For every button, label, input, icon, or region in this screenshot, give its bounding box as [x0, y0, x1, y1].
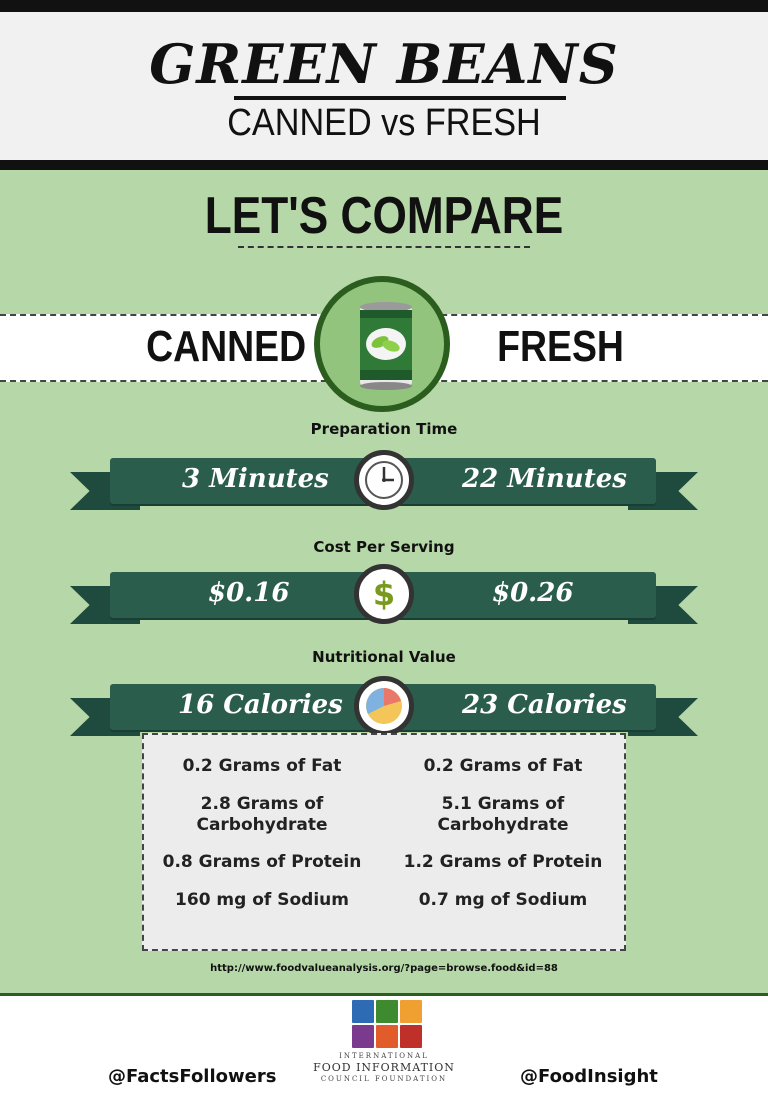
compare-title: LET'S COMPARE: [204, 187, 564, 245]
can-badge: [314, 276, 450, 412]
can-icon: [360, 302, 412, 390]
cost-canned: $0.16: [208, 578, 290, 608]
cart-tile: [352, 1025, 374, 1048]
canned-carbohydrate: 2.8 Grams of Carbohydrate: [196, 794, 328, 835]
calories-fresh: 23 Calories: [462, 690, 627, 720]
handle-food-insight[interactable]: @FoodInsight: [520, 1066, 658, 1087]
handle-facts-followers[interactable]: @FactsFollowers: [108, 1066, 277, 1087]
fresh-fat: 0.2 Grams of Fat: [423, 756, 583, 776]
cost-fresh: $0.26: [492, 578, 574, 608]
fresh-carbohydrate: 5.1 Grams of Carbohydrate: [437, 794, 569, 835]
header: GREEN BEANS CANNED vs FRESH: [0, 12, 768, 162]
utensils-tile: [400, 1025, 422, 1048]
svg-text:$: $: [373, 575, 395, 613]
fresh-protein: 1.2 Grams of Protein: [403, 852, 603, 872]
canned-protein: 0.8 Grams of Protein: [162, 852, 362, 872]
dollar-icon: $: [354, 564, 414, 624]
canned-fat: 0.2 Grams of Fat: [182, 756, 342, 776]
cost-label: Cost Per Serving: [313, 538, 455, 556]
globe-tile: [352, 1000, 374, 1023]
prep-time-ribbon: 3 Minutes 22 Minutes: [0, 450, 768, 518]
footer: [0, 993, 768, 1109]
prep-time-canned: 3 Minutes: [182, 464, 329, 494]
ific-logo: [352, 1000, 422, 1048]
cost-ribbon: $0.16 $0.26 $: [0, 564, 768, 632]
title-underline: [234, 96, 566, 100]
calories-canned: 16 Calories: [178, 690, 343, 720]
compare-divider: [238, 246, 530, 248]
logo-text-international: INTERNATIONAL: [339, 1052, 429, 1060]
bowl-tile: [400, 1000, 422, 1023]
logo-text-council-foundation: COUNCIL FOUNDATION: [320, 1075, 448, 1083]
fresh-sodium: 0.7 mg of Sodium: [418, 890, 588, 910]
logo-text-food-information: FOOD INFORMATION: [313, 1061, 455, 1074]
nutrition-ribbon: 16 Calories 23 Calories: [0, 676, 768, 744]
nutrition-label: Nutritional Value: [312, 648, 456, 666]
prep-time-fresh: 22 Minutes: [462, 464, 627, 494]
leaf-tile: [376, 1000, 398, 1023]
canned-sodium: 160 mg of Sodium: [175, 890, 349, 910]
pie-chart-icon: [354, 676, 414, 736]
page-title: GREEN BEANS: [149, 32, 619, 96]
prep-time-label: Preparation Time: [310, 420, 458, 438]
produce-tile: [376, 1025, 398, 1048]
fresh-label: FRESH: [497, 322, 624, 371]
header-divider: [0, 160, 768, 170]
clock-icon: [354, 450, 414, 510]
page-subtitle: CANNED vs FRESH: [227, 102, 541, 144]
nutrition-details-box: [142, 733, 626, 951]
top-bar: [0, 0, 768, 12]
source-link[interactable]: http://www.foodvalueanalysis.org/?page=b…: [210, 963, 558, 974]
canned-label: CANNED: [146, 322, 307, 371]
